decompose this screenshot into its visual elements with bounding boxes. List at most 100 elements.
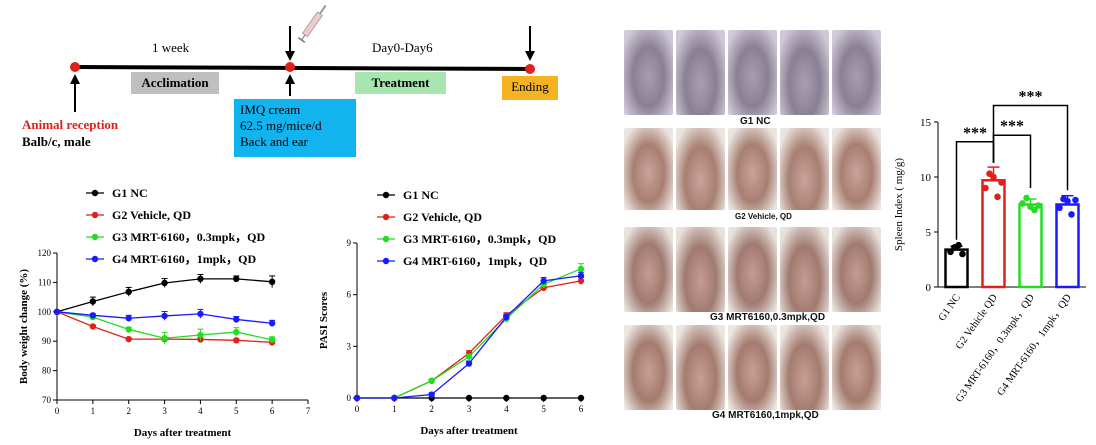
x-tick-label: 5 — [541, 404, 546, 414]
data-point — [540, 277, 547, 285]
x-tick-label: 0 — [55, 406, 60, 416]
data-point — [89, 323, 97, 330]
data-point — [1068, 211, 1075, 218]
x-tick-label: 6 — [270, 406, 275, 416]
data-point — [998, 179, 1005, 186]
legend-label: G3 MRT-6160，0.3mpk，QD — [112, 230, 265, 244]
series-line — [357, 275, 582, 399]
mouse-skin-photo — [624, 227, 673, 312]
series-line — [357, 280, 582, 399]
legend-marker — [382, 213, 390, 221]
y-tick-label: 90 — [42, 336, 52, 346]
data-point — [89, 298, 97, 305]
data-point — [125, 326, 132, 333]
data-point — [990, 173, 997, 181]
bar — [981, 179, 1006, 289]
y-tick-label: 120 — [38, 248, 52, 258]
data-point — [125, 288, 132, 296]
legend-label: G4 MRT-6160，1mpk，QD — [112, 252, 256, 266]
mouse-skin-photo — [624, 325, 673, 410]
imq-box: IMQ cream 62.5 mg/mice/d Back and ear — [234, 99, 356, 157]
data-point — [233, 337, 240, 344]
photo-caption: G3 MRT6160,0.3mpk,QD — [710, 312, 826, 323]
y-tick-label: 100 — [38, 307, 52, 317]
data-point — [577, 265, 585, 273]
mouse-skin-photo — [780, 30, 829, 115]
data-point — [125, 315, 132, 322]
data-point — [465, 394, 473, 402]
mouse-skin-photo — [780, 128, 829, 210]
x-tick-label: 3 — [467, 404, 472, 414]
syringe-icon — [297, 4, 327, 43]
legend-label: G3 MRT-6160，0.3mpk，QD — [403, 232, 556, 246]
data-point — [233, 275, 240, 283]
ending-box: Ending — [502, 76, 558, 100]
photo-caption: G2 Vehicle, QD — [735, 212, 792, 221]
imq-line-2: 62.5 mg/mice/d — [240, 118, 322, 133]
imq-line-1: IMQ cream — [240, 102, 301, 117]
mouse-skin-photo — [780, 325, 829, 410]
photo-caption: G1 NC — [740, 116, 771, 127]
data-point — [577, 272, 585, 279]
week-label: 1 week — [152, 40, 190, 55]
data-point — [161, 279, 168, 287]
data-point — [947, 248, 954, 256]
legend-label: G4 MRT-6160，1mpk，QD — [403, 254, 547, 268]
timeline-line — [74, 65, 531, 71]
data-point — [982, 184, 989, 192]
bar — [1018, 203, 1043, 289]
x-tick-label: 4 — [198, 406, 203, 416]
mouse-skin-photo — [832, 227, 881, 312]
data-point — [233, 328, 240, 336]
mouse-skin-photo — [676, 325, 725, 410]
reception-title: Animal reception — [22, 117, 119, 132]
mouse-skin-photo — [728, 128, 777, 210]
significance-label: *** — [963, 125, 987, 142]
data-point — [197, 275, 204, 283]
timeline-dot-end — [525, 64, 535, 74]
significance-label: *** — [1000, 118, 1024, 135]
mouse-skin-photo — [832, 128, 881, 210]
data-point — [233, 316, 240, 323]
data-point — [503, 394, 510, 402]
y-axis-title: Body weight change (%) — [18, 269, 30, 385]
y-tick-label: 9 — [347, 238, 352, 248]
y-tick-label: 70 — [42, 395, 52, 405]
data-point — [161, 335, 168, 342]
mouse-skin-photo — [676, 128, 725, 210]
data-point — [465, 360, 473, 367]
legend-marker — [91, 211, 99, 219]
significance-label: *** — [1019, 89, 1043, 106]
y-tick-label: 110 — [38, 277, 52, 287]
x-tick-label: 6 — [579, 404, 584, 414]
data-point — [161, 312, 168, 320]
data-point — [994, 193, 1001, 201]
data-point — [503, 313, 510, 321]
data-point — [197, 310, 204, 318]
y-tick-label: 0 — [926, 282, 932, 294]
treatment-box: Treatment — [355, 72, 446, 94]
legend-marker — [382, 235, 390, 243]
data-point — [268, 336, 276, 343]
acclimation-box: Acclimation — [131, 72, 219, 94]
y-tick-label: 0 — [347, 393, 352, 403]
y-axis-title: Spleen Index ( mg/g) — [893, 158, 905, 252]
data-point — [125, 335, 132, 343]
y-tick-label: 3 — [347, 341, 352, 351]
data-point — [1035, 202, 1042, 209]
category-label: G1 NC — [937, 292, 963, 323]
data-point — [89, 312, 97, 319]
x-tick-label: 7 — [306, 406, 311, 416]
mouse-skin-photo — [728, 30, 777, 115]
legend-label: G1 NC — [112, 186, 148, 200]
legend-label: G2 Vehicle, QD — [403, 210, 482, 224]
imq-line-3: Back and ear — [240, 134, 308, 149]
legend-label: G2 Vehicle, QD — [112, 208, 191, 222]
x-tick-label: 2 — [126, 406, 131, 416]
y-tick-label: 10 — [920, 172, 932, 184]
data-point — [1064, 197, 1071, 205]
legend-marker — [91, 255, 99, 263]
mouse-skin-photo — [832, 325, 881, 410]
body-weight-chart: 70 80 90 100 110 120 0 1 2 3 4 5 6 7 Days after treatm… — [18, 186, 311, 439]
